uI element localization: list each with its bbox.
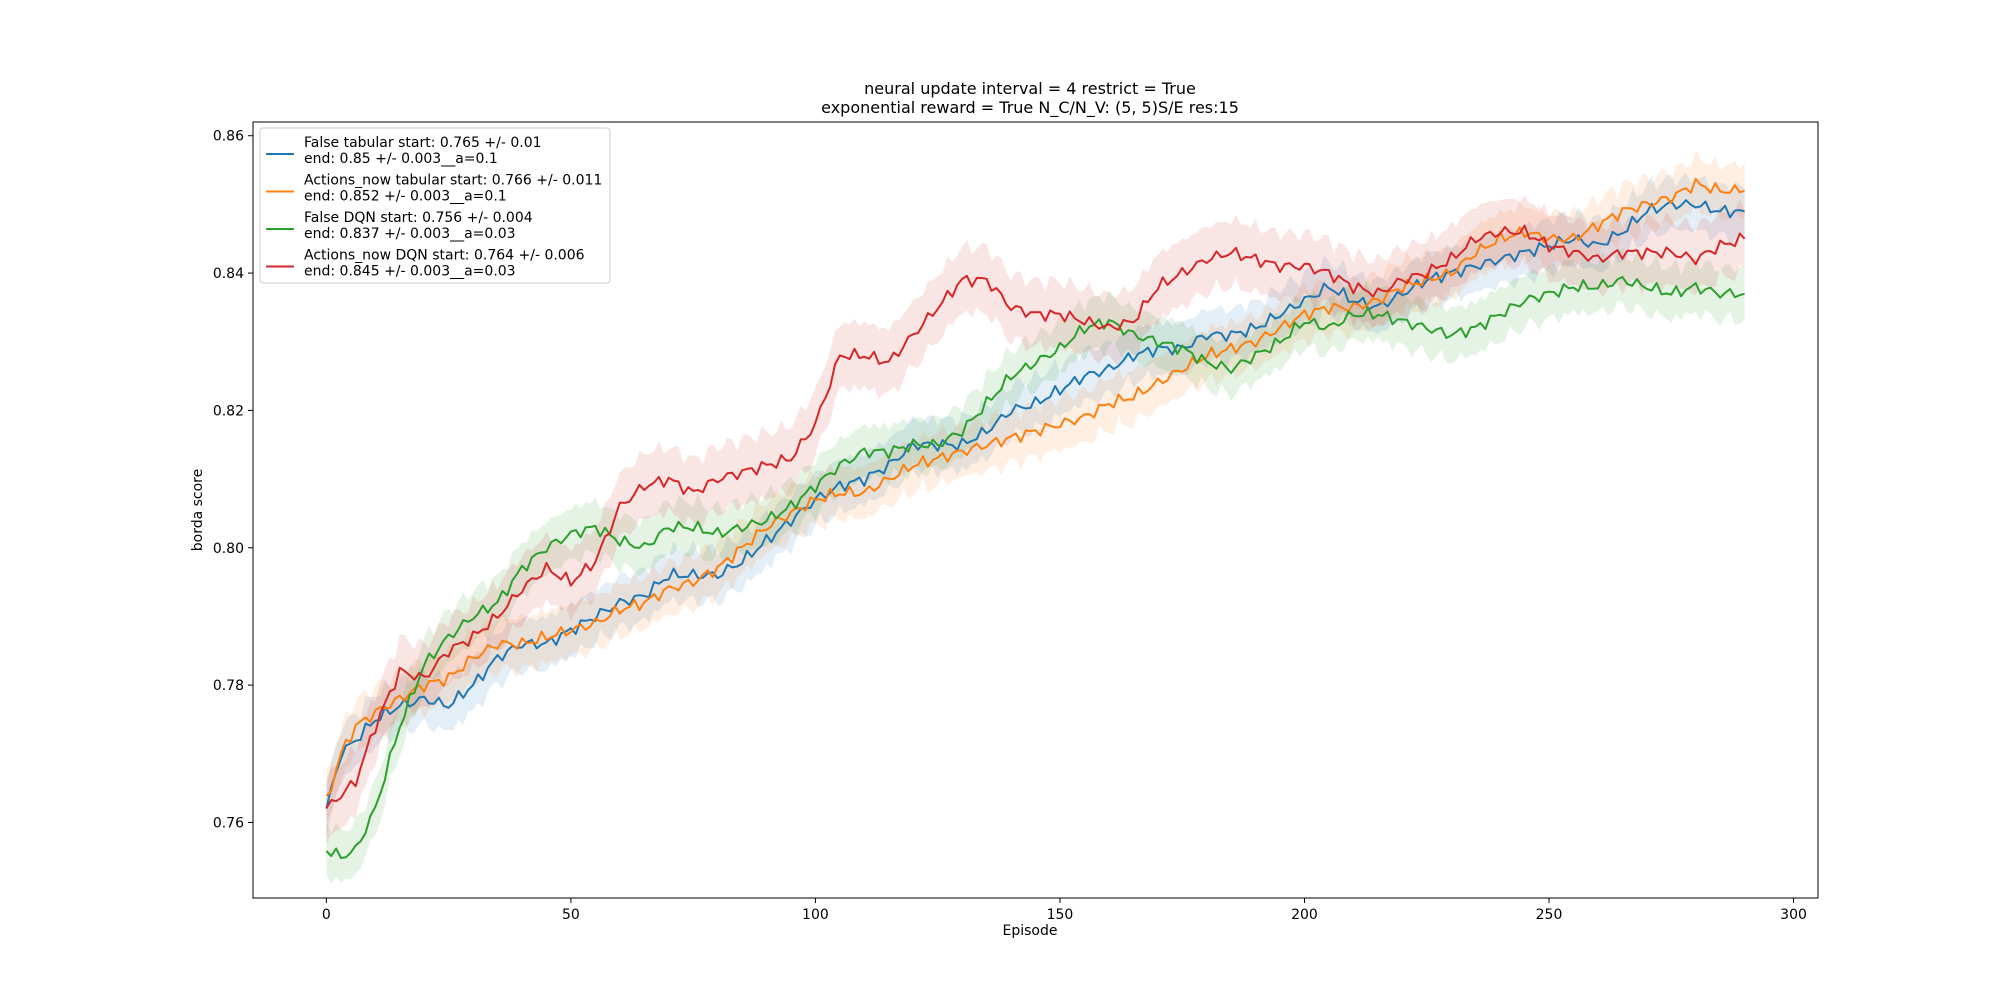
- y-tick-label: 0.78: [213, 678, 244, 694]
- y-tick-label: 0.84: [213, 266, 244, 282]
- false-dqn-band: [326, 248, 1745, 885]
- legend-sublabel-actions-now-dqn: end: 0.845 +/- 0.003__a=0.03: [304, 264, 516, 280]
- plot-area-frame: [252, 121, 1819, 899]
- actions-now-dqn-line: [325, 224, 1746, 809]
- x-tick-label: 250: [1536, 907, 1563, 923]
- x-tick-label: 0: [322, 907, 331, 923]
- false-dqn-line: [325, 275, 1745, 859]
- legend-sublabel-false-dqn: end: 0.837 +/- 0.003__a=0.03: [304, 226, 516, 242]
- chart-title: neural update interval = 4 restrict = Tr…: [821, 79, 1239, 118]
- actions-now-tabular-line: [325, 177, 1745, 797]
- chart-title-line-1: neural update interval = 4 restrict = Tr…: [864, 79, 1196, 98]
- legend-label-false-dqn: False DQN start: 0.756 +/- 0.004: [304, 210, 533, 226]
- x-tick-label: 150: [1047, 907, 1074, 923]
- x-axis-label: Episode: [1003, 923, 1058, 939]
- legend-label-actions-now-tabular: Actions_now tabular start: 0.766 +/- 0.0…: [304, 173, 602, 189]
- series-lines: [325, 177, 1746, 859]
- actions-now-dqn-band: [326, 194, 1745, 844]
- y-axis-label: borda score: [190, 469, 206, 552]
- y-axis-ticks: 0.76 0.78 0.80 0.82 0.84 0.86: [213, 129, 253, 831]
- legend-label-false-tabular: False tabular start: 0.765 +/- 0.01: [304, 135, 542, 151]
- y-tick-label: 0.82: [213, 403, 244, 419]
- y-tick-label: 0.86: [213, 129, 244, 145]
- y-tick-label: 0.80: [213, 541, 244, 557]
- legend-box: [259, 127, 611, 284]
- legend-sublabel-actions-now-tabular: end: 0.852 +/- 0.003__a=0.1: [304, 189, 507, 205]
- y-tick-label: 0.76: [213, 815, 244, 831]
- chart-title-line-2: exponential reward = True N_C/N_V: (5, 5…: [821, 98, 1239, 118]
- x-tick-label: 300: [1780, 907, 1807, 923]
- x-axis-ticks: 0 50 100 150 200 250 300: [322, 898, 1807, 923]
- legend: False tabular start: 0.765 +/- 0.01end: …: [259, 127, 611, 284]
- legend-label-actions-now-dqn: Actions_now DQN start: 0.764 +/- 0.006: [304, 248, 585, 264]
- x-tick-label: 200: [1291, 907, 1318, 923]
- false-tabular-band: [326, 172, 1745, 838]
- x-tick-label: 50: [562, 907, 580, 923]
- legend-sublabel-false-tabular: end: 0.85 +/- 0.003__a=0.1: [304, 151, 498, 167]
- false-tabular-line: [325, 199, 1745, 809]
- x-tick-label: 100: [802, 907, 829, 923]
